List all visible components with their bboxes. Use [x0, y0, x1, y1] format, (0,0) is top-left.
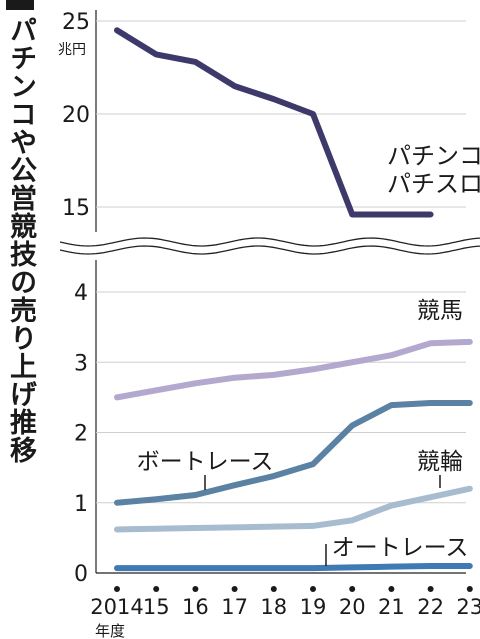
bottom-y-tick-label: 3: [74, 351, 88, 376]
unit-label: 兆円: [58, 42, 86, 58]
top-y-tick-label: 25: [62, 10, 90, 35]
series-line-keiba: [114, 338, 473, 401]
axis-break-background: [60, 234, 480, 258]
bottom-y-tick-label: 1: [74, 492, 88, 517]
x-tick-label: 18: [260, 595, 287, 619]
series-line-boatrace: [114, 399, 473, 506]
x-tick-dot: [388, 586, 395, 592]
x-tick-dot: [153, 586, 160, 592]
series-line-pachinko: [114, 27, 434, 218]
x-tick-label: 21: [378, 595, 405, 619]
x-tick-dot: [192, 586, 199, 592]
x-tick-label: 17: [221, 595, 248, 619]
series-label-pachinko: パチンコ: [387, 142, 480, 170]
x-tick-label: 2014: [90, 595, 143, 619]
x-tick-label: 16: [182, 595, 209, 619]
series-label-keiba: 競馬: [417, 298, 463, 324]
x-tick-label: 15: [143, 595, 170, 619]
axis-break-line: [59, 245, 480, 255]
chart-title-panel: パチンコや公営競技の売り上げ推移: [0, 0, 44, 639]
x-tick-dot: [310, 586, 316, 592]
axis-break-line: [59, 237, 480, 247]
bottom-y-tick-label: 0: [74, 562, 88, 587]
x-tick-dot: [466, 586, 473, 592]
top-y-tick-label: 20: [62, 103, 90, 128]
title-bar-decoration: [6, 0, 34, 10]
chart-title: パチンコや公営競技の売り上げ推移: [5, 16, 36, 464]
x-tick-label: 22: [417, 595, 444, 619]
x-axis-label: 年度: [95, 622, 125, 639]
series-label-pachinko: パチスロ: [387, 170, 480, 198]
x-tick-dot: [349, 586, 356, 592]
bottom-y-tick-label: 4: [74, 281, 88, 306]
series-label-autorace: オートレース: [332, 535, 469, 561]
series-label-keirin: 競輪: [417, 449, 463, 475]
x-tick-dot: [231, 586, 238, 592]
top-y-tick-label: 15: [62, 196, 90, 221]
x-tick-label: 20: [339, 595, 366, 619]
series-label-boatrace: ボートレース: [137, 449, 274, 475]
x-tick-label: 23: [456, 595, 480, 619]
bottom-y-tick-label: 2: [74, 422, 88, 447]
x-tick-dot: [427, 586, 434, 592]
series-line-autorace: [114, 562, 473, 572]
x-tick-dot: [114, 586, 120, 592]
x-tick-label: 19: [300, 595, 327, 619]
x-tick-dot: [270, 586, 277, 592]
series-line-keirin: [114, 485, 473, 533]
